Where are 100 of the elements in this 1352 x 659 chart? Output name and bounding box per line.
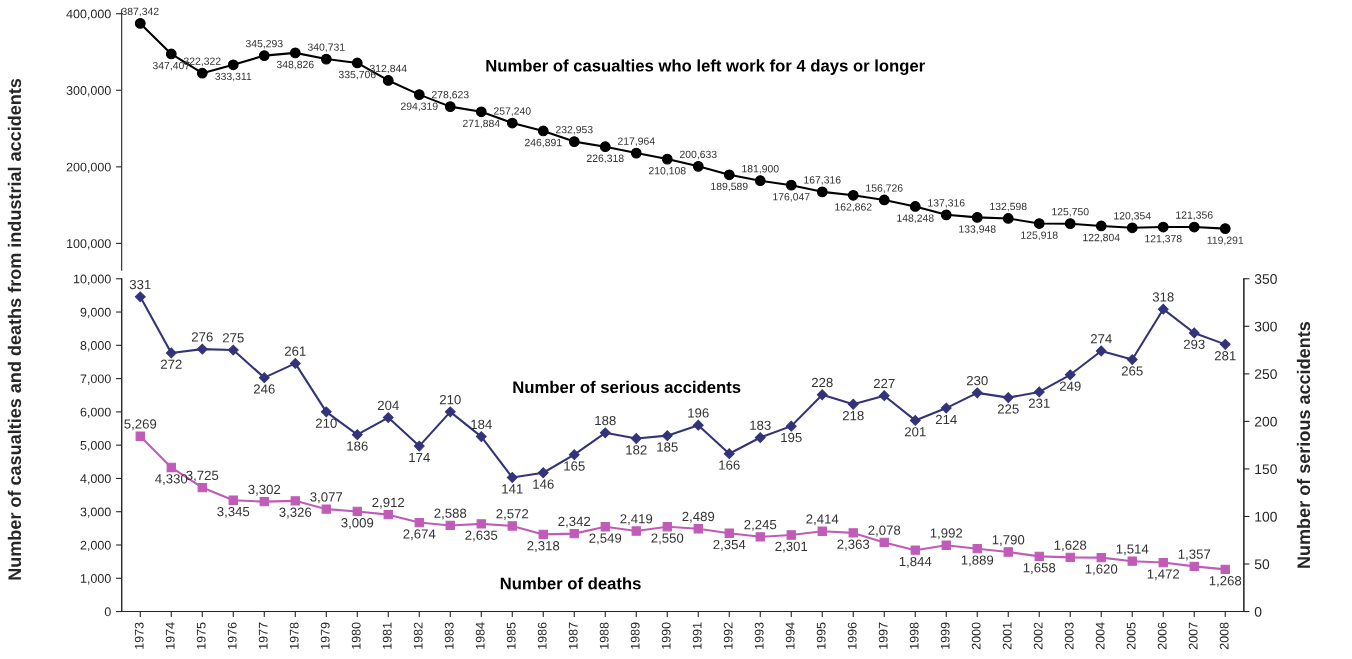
data-label: 176,047: [773, 193, 810, 202]
point: [383, 509, 393, 520]
point: [475, 106, 487, 118]
point: [227, 344, 239, 356]
point: [1220, 564, 1230, 575]
data-label: 274: [1090, 334, 1112, 344]
data-label: 230: [966, 375, 988, 386]
point: [1002, 392, 1014, 404]
data-label: 214: [935, 414, 957, 424]
point: [940, 402, 952, 414]
x-tick-label: 1983: [444, 622, 454, 649]
point: [258, 372, 270, 384]
data-label: 184: [471, 419, 492, 430]
data-label: 133,948: [959, 225, 996, 234]
data-label: 122,804: [1083, 233, 1120, 243]
data-label: 183: [750, 420, 771, 430]
data-label: 120,354: [1114, 212, 1151, 221]
point: [692, 419, 704, 431]
point: [1095, 345, 1107, 357]
point: [506, 117, 518, 129]
point: [320, 53, 332, 65]
data-label: 2,489: [682, 511, 715, 523]
point: [755, 532, 765, 542]
point: [134, 18, 146, 29]
data-label: 246: [253, 384, 275, 394]
point: [754, 175, 766, 187]
data-label: 1,790: [992, 535, 1025, 546]
point: [1219, 223, 1231, 235]
x-tick-label: 2006: [1157, 622, 1167, 650]
point: [754, 432, 766, 443]
point: [693, 524, 703, 534]
data-label: 345,293: [245, 39, 283, 49]
x-tick-label: 1979: [320, 622, 330, 649]
y-tick-label: 1,000: [80, 574, 111, 585]
data-label: 227: [873, 378, 895, 389]
data-label: 210: [315, 418, 337, 428]
point: [165, 48, 177, 60]
point: [414, 517, 424, 528]
data-label: 137,316: [928, 199, 965, 208]
point: [1188, 327, 1200, 339]
point: [196, 67, 208, 79]
x-tick-label: 2007: [1188, 622, 1198, 650]
point: [971, 212, 983, 223]
point: [600, 522, 610, 532]
point: [723, 448, 735, 460]
x-tick-label: 2000: [971, 622, 981, 650]
point: [507, 521, 517, 531]
y-tick-label: 0: [104, 607, 111, 617]
x-tick-label: 1999: [940, 622, 950, 649]
x-tick-label: 1995: [816, 622, 826, 649]
x-tick-label: 1994: [785, 622, 795, 649]
y-tick-label: 4,000: [80, 474, 111, 485]
data-label: 121,356: [1176, 211, 1213, 220]
data-label: 2,354: [713, 539, 746, 551]
data-label: 1,844: [899, 556, 932, 568]
data-label: 231: [1028, 398, 1050, 408]
point: [1095, 220, 1107, 232]
point: [723, 169, 735, 181]
data-label: 3,345: [217, 506, 250, 518]
point: [1127, 556, 1137, 566]
point: [631, 526, 641, 536]
data-label: 2,245: [744, 519, 777, 531]
y2-tick-label: 100: [1255, 511, 1277, 522]
data-label: 218: [842, 410, 864, 421]
x-tick-label: 2002: [1033, 622, 1043, 650]
point: [413, 440, 425, 452]
text: Number of deaths: [500, 577, 641, 590]
data-label: 249: [1059, 381, 1081, 391]
data-label: 2,301: [775, 541, 808, 553]
data-label: 293: [1183, 339, 1205, 349]
point: [352, 506, 362, 517]
point: [289, 357, 301, 369]
data-label: 132,598: [990, 202, 1027, 212]
data-label: 2,912: [372, 497, 405, 509]
data-label: 182: [626, 445, 647, 455]
point: [1002, 213, 1014, 224]
point: [320, 406, 332, 418]
data-label: 278,623: [431, 90, 469, 100]
data-label: 1,620: [1085, 564, 1118, 576]
data-label: 185: [657, 442, 678, 452]
x-tick-label: 1974: [165, 622, 175, 649]
data-label: 281: [1214, 351, 1236, 361]
point: [258, 50, 270, 61]
data-label: 2,363: [837, 539, 870, 551]
point: [228, 495, 238, 505]
x-tick-label: 1977: [258, 622, 268, 649]
point: [941, 540, 951, 550]
x-tick-label: 1985: [506, 622, 516, 649]
data-label: 3,725: [186, 470, 219, 482]
data-label: 1,472: [1147, 569, 1180, 581]
point: [135, 431, 145, 441]
data-label: 186: [347, 441, 368, 451]
data-label: 318: [1152, 292, 1174, 302]
x-tick-label: 2001: [1002, 622, 1012, 650]
x-tick-label: 1981: [382, 622, 392, 649]
y2-tick-label: 150: [1255, 464, 1277, 475]
point: [724, 528, 734, 538]
data-label: 204: [377, 400, 399, 411]
y-tick-label: 400,000: [66, 9, 111, 20]
y-tick-label: 100,000: [67, 239, 111, 250]
